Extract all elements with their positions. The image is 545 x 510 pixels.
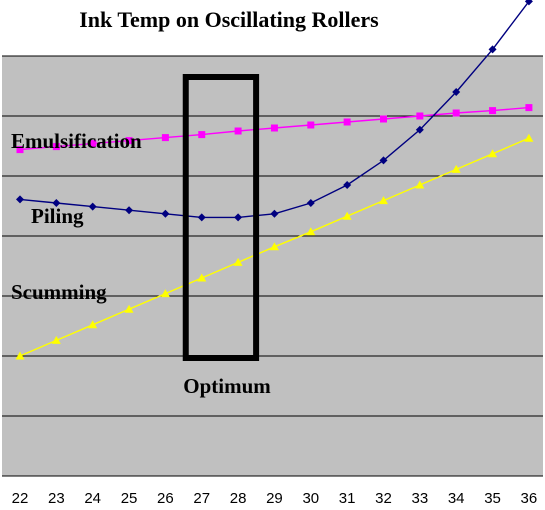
emulsification-point [270, 124, 278, 132]
scumming-point [233, 257, 243, 266]
piling-point [452, 88, 461, 96]
x-tick-label: 33 [412, 490, 429, 507]
emulsification-point [16, 146, 24, 154]
scumming-point [124, 304, 134, 313]
scumming-point [415, 180, 425, 189]
x-tick-label: 35 [484, 490, 501, 507]
emulsification-point [416, 112, 424, 120]
x-tick-label: 29 [266, 490, 283, 507]
x-tick-label: 28 [230, 490, 247, 507]
plot-area [2, 56, 543, 476]
emulsification-point [452, 109, 460, 117]
scumming-point [269, 242, 279, 251]
chart-title: Ink Temp on Oscillating Rollers [79, 7, 379, 32]
scumming-point [197, 273, 207, 282]
piling-label: Piling [31, 204, 84, 228]
piling-point [197, 213, 206, 222]
piling-point [88, 202, 97, 211]
x-tick-label: 36 [521, 490, 538, 507]
emulsification-point [234, 127, 242, 135]
x-tick-label: 27 [193, 490, 210, 507]
x-tick-label: 32 [375, 490, 392, 507]
markers-group [15, 0, 534, 360]
x-tick-label: 26 [157, 490, 174, 507]
emulsification-point [343, 118, 351, 126]
piling-point [161, 209, 170, 218]
piling-point [524, 0, 533, 6]
piling-point [343, 181, 352, 189]
emulsification-point [52, 143, 60, 151]
x-tick-label: 24 [84, 490, 101, 507]
emulsification-point [380, 115, 387, 123]
x-tick-label: 31 [339, 490, 356, 507]
scumming-point [451, 164, 461, 173]
scumming-point [160, 289, 170, 298]
x-axis: 22 23 24 25 26 27 28 29 30 31 32 33 34 35 36 [12, 490, 538, 507]
x-tick-label: 34 [448, 490, 465, 507]
scumming-point [379, 196, 388, 205]
emulsification-point [125, 137, 133, 145]
emulsification-point [198, 131, 206, 139]
piling-point [234, 213, 243, 222]
piling-point [16, 195, 24, 204]
emulsification-point [489, 107, 497, 115]
piling-point [306, 199, 315, 207]
piling-point [488, 45, 497, 54]
piling-point [379, 156, 388, 165]
scumming-point [524, 133, 534, 142]
x-tick-label: 23 [48, 490, 65, 507]
piling-point [270, 209, 279, 218]
scumming-point [88, 320, 98, 329]
x-tick-label: 25 [121, 490, 138, 507]
scumming-point [15, 351, 25, 360]
optimum-label: Optimum [183, 374, 271, 398]
emulsification-point [161, 134, 169, 142]
emulsification-point [525, 104, 533, 112]
piling-point [52, 199, 61, 207]
optimum-box [182, 74, 260, 361]
emulsification-point [307, 121, 315, 129]
scumming-point [51, 335, 61, 344]
emulsification-point [89, 140, 97, 148]
gridlines [2, 55, 543, 477]
piling-point [415, 125, 424, 134]
scumming-point [306, 227, 316, 236]
scumming-point [342, 211, 352, 220]
x-tick-label: 30 [302, 490, 319, 507]
emulsification-label: Emulsification [11, 129, 142, 153]
piling-point [125, 206, 134, 215]
scumming-label: Scumming [11, 280, 107, 304]
scumming-point [488, 149, 498, 158]
x-tick-label: 22 [12, 490, 29, 507]
